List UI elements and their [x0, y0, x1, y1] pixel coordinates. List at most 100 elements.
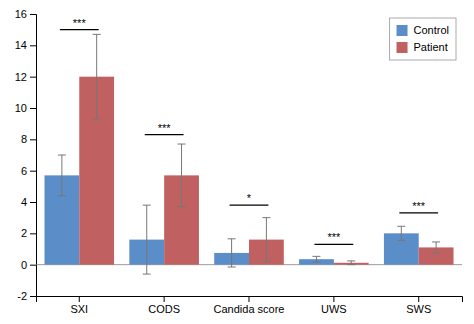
- y-tick-mark: [30, 202, 36, 203]
- error-bar: [143, 205, 151, 274]
- error-bar-cap: [143, 205, 151, 206]
- error-bar: [312, 256, 320, 262]
- y-tick: 0: [21, 259, 36, 271]
- x-axis-line: [37, 297, 463, 303]
- x-tick-label: SXI: [70, 303, 88, 315]
- error-bar-cap: [432, 252, 440, 253]
- y-tick-label: -2: [17, 290, 27, 302]
- y-tick: -2: [17, 290, 36, 302]
- x-tick: UWS: [321, 296, 347, 315]
- legend-swatch: [397, 42, 408, 53]
- error-bar-cap: [178, 206, 186, 207]
- y-tick-label: 4: [21, 196, 27, 208]
- error-bar-cap: [228, 238, 236, 239]
- significance-label: ***: [327, 231, 341, 243]
- y-axis-line: [30, 15, 37, 297]
- error-bar-line: [266, 218, 267, 262]
- significance-label: ***: [158, 122, 172, 134]
- error-bar-cap: [397, 240, 405, 241]
- marks: [36, 30, 462, 274]
- y-tick-label: 6: [21, 165, 27, 177]
- y-tick: 14: [15, 39, 36, 51]
- chart: -2 0 2 4 6 8 10 12 14 16 SXI CODS Candida score UWS SW…: [0, 0, 474, 324]
- legend-swatch: [397, 25, 408, 36]
- y-tick-mark: [30, 45, 36, 46]
- error-bar-cap: [228, 267, 236, 268]
- legend-label: Patient: [414, 41, 448, 53]
- x-tick-mark: [164, 296, 165, 302]
- x-tick: Candida score: [214, 296, 285, 315]
- significance-line: [60, 29, 99, 30]
- error-bar-cap: [143, 274, 151, 275]
- error-bar-line: [96, 34, 97, 119]
- error-bar-line: [401, 226, 402, 240]
- y-tick: 10: [15, 102, 36, 114]
- error-bar-cap: [58, 155, 66, 156]
- error-bar: [347, 261, 355, 265]
- x-tick-mark: [418, 296, 419, 302]
- annotations: *************: [73, 17, 426, 244]
- y-tick: 2: [21, 227, 36, 239]
- x-tick-label: UWS: [321, 303, 347, 315]
- y-tick-mark: [30, 233, 36, 234]
- significance-line: [399, 212, 438, 213]
- error-bar-line: [61, 155, 62, 196]
- series: [79, 34, 453, 264]
- x-tick-mark: [333, 296, 334, 302]
- error-bar-line: [436, 242, 437, 253]
- error-bar-cap: [312, 256, 320, 257]
- legend-item: Patient: [397, 41, 448, 53]
- error-bar-cap: [178, 144, 186, 145]
- error-bar-cap: [432, 241, 440, 242]
- y-tick-label: 14: [15, 39, 27, 51]
- legend-item: Control: [397, 24, 449, 36]
- y-tick-label: 0: [21, 259, 27, 271]
- y-axis: -2 0 2 4 6 8 10 12 14 16: [15, 8, 37, 302]
- error-bar: [228, 239, 236, 267]
- error-bar: [58, 155, 66, 196]
- significance-line: [230, 205, 269, 206]
- error-bar-cap: [347, 264, 355, 265]
- error-bar-line: [231, 239, 232, 267]
- legend: Control Patient: [390, 18, 456, 60]
- y-tick-mark: [30, 77, 36, 78]
- error-bar-cap: [347, 260, 355, 261]
- significance-label: ***: [73, 17, 87, 29]
- error-bar-line: [351, 261, 352, 265]
- x-tick: SXI: [70, 296, 88, 315]
- error-bar-cap: [397, 226, 405, 227]
- y-tick: 6: [21, 165, 36, 177]
- y-tick-label: 12: [15, 71, 27, 83]
- y-tick-mark: [30, 171, 36, 172]
- error-bar: [93, 34, 101, 119]
- y-tick-label: 8: [21, 133, 27, 145]
- error-bar-cap: [312, 262, 320, 263]
- x-tick-mark: [249, 296, 250, 302]
- y-tick-mark: [30, 14, 36, 15]
- significance-line: [314, 244, 353, 245]
- error-bar: [397, 226, 405, 240]
- error-bar-cap: [262, 261, 270, 262]
- y-tick-label: 2: [21, 227, 27, 239]
- x-tick: SWS: [406, 296, 431, 315]
- legend-label: Control: [414, 24, 449, 36]
- x-tick-mark: [79, 296, 80, 302]
- y-tick-label: 10: [15, 102, 27, 114]
- y-tick: 12: [15, 71, 36, 83]
- error-bar-cap: [262, 217, 270, 218]
- error-bar-cap: [93, 118, 101, 119]
- legend-frame: [390, 18, 456, 60]
- x-tick-label: Candida score: [214, 303, 285, 315]
- x-tick: CODS: [148, 296, 180, 315]
- significance-label: ***: [412, 200, 426, 212]
- y-tick: 16: [15, 8, 36, 20]
- y-tick: 4: [21, 196, 36, 208]
- error-bar: [432, 242, 440, 253]
- y-tick-label: 16: [15, 8, 27, 20]
- error-bar-cap: [93, 34, 101, 35]
- significance-line: [145, 134, 184, 135]
- y-tick: 8: [21, 133, 36, 145]
- plot: -2 0 2 4 6 8 10 12 14 16 SXI CODS Candida score UWS SW…: [15, 8, 463, 315]
- error-bar: [262, 218, 270, 262]
- error-bar-line: [146, 205, 147, 274]
